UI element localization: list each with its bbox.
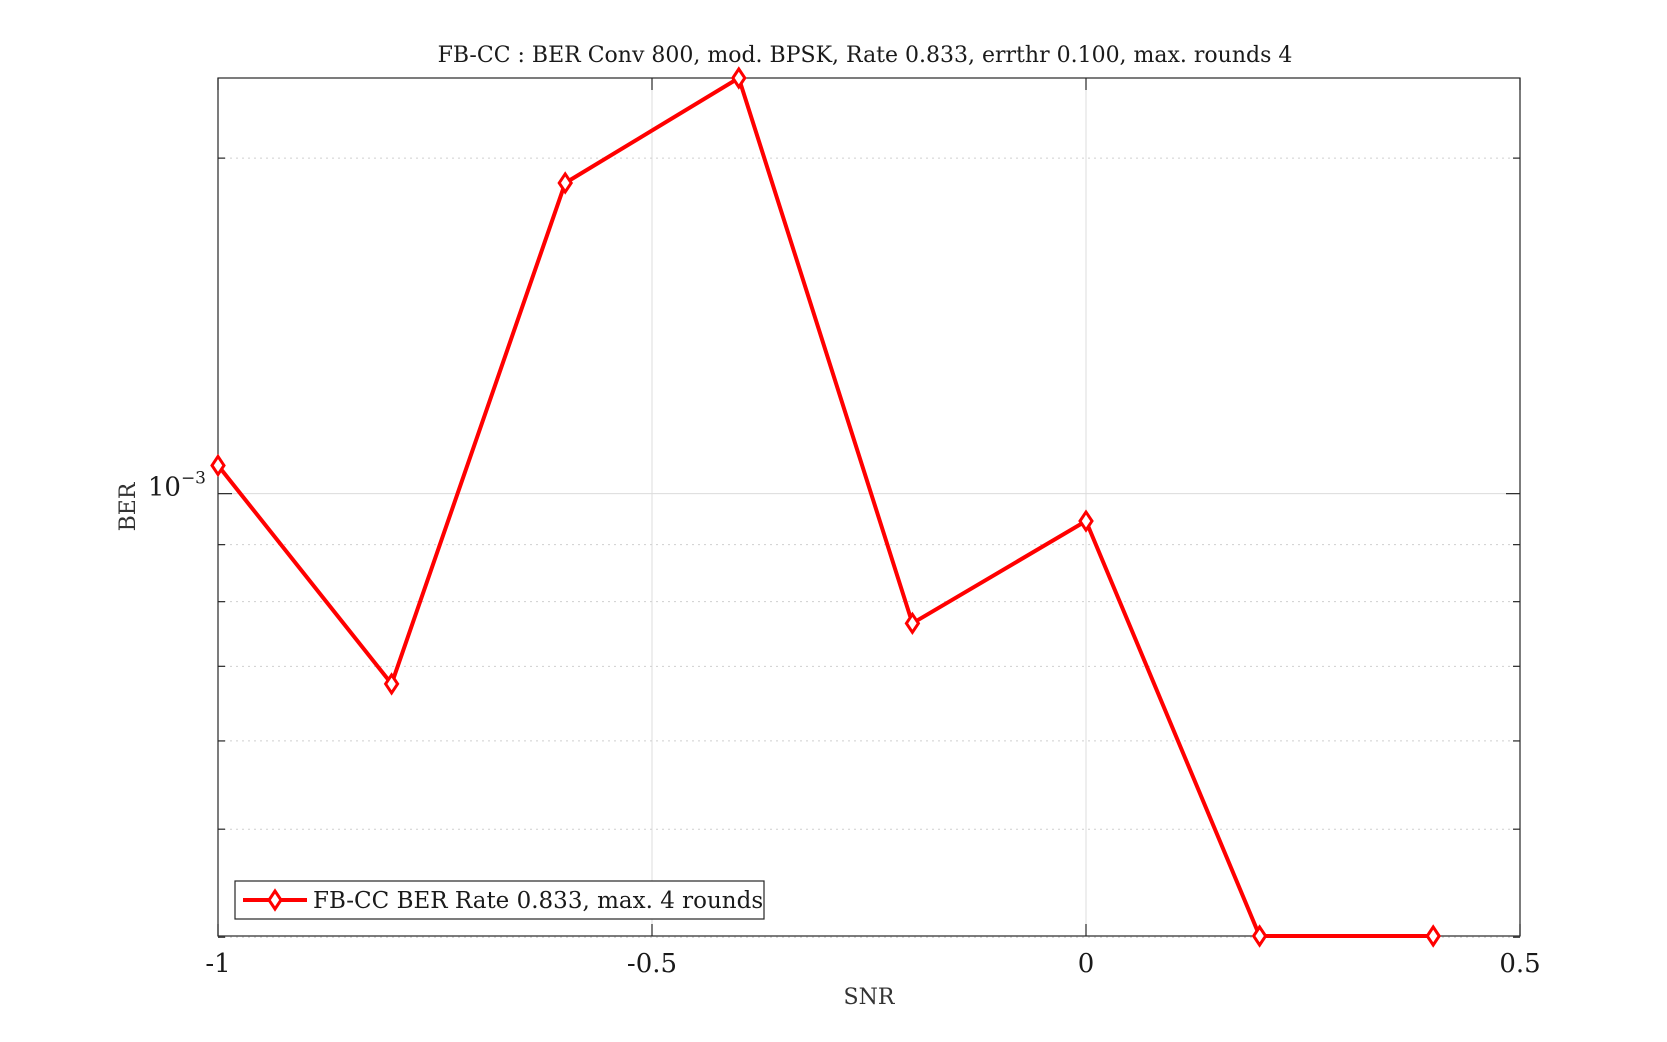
- x-tick-label: -1: [205, 949, 230, 979]
- axis-ticks: [217, 78, 1521, 938]
- data-point: [210, 453, 226, 478]
- y-axis-label: BER: [116, 481, 141, 531]
- data-point: [383, 672, 400, 696]
- axes-box: [217, 77, 1521, 937]
- data-point: [1251, 924, 1268, 948]
- x-tick-label: -0.5: [627, 949, 677, 979]
- data-point: [1425, 924, 1442, 948]
- legend-entry: FB-CC BER Rate 0.833, max. 4 rounds: [313, 888, 763, 914]
- data-point: [904, 611, 921, 636]
- x-axis-label: SNR: [844, 985, 896, 1010]
- chart-title: FB-CC : BER Conv 800, mod. BPSK, Rate 0.…: [438, 43, 1293, 68]
- x-tick-label: 0: [1078, 949, 1095, 979]
- data-point: [730, 66, 747, 90]
- data-point: [557, 171, 574, 195]
- series-line: [216, 74, 1434, 938]
- x-tick-label: 0.5: [1499, 949, 1540, 979]
- legend-box: [234, 880, 765, 920]
- grid: [218, 78, 1520, 938]
- tick-labels: -1 -0.5 0 0.5 10−3: [148, 469, 1541, 979]
- legend: FB-CC BER Rate 0.833, max. 4 rounds: [234, 880, 765, 920]
- series-group: [210, 66, 1442, 948]
- legend-marker: [267, 888, 283, 912]
- y-tick-label: 10−3: [148, 469, 206, 503]
- data-point: [1078, 509, 1094, 533]
